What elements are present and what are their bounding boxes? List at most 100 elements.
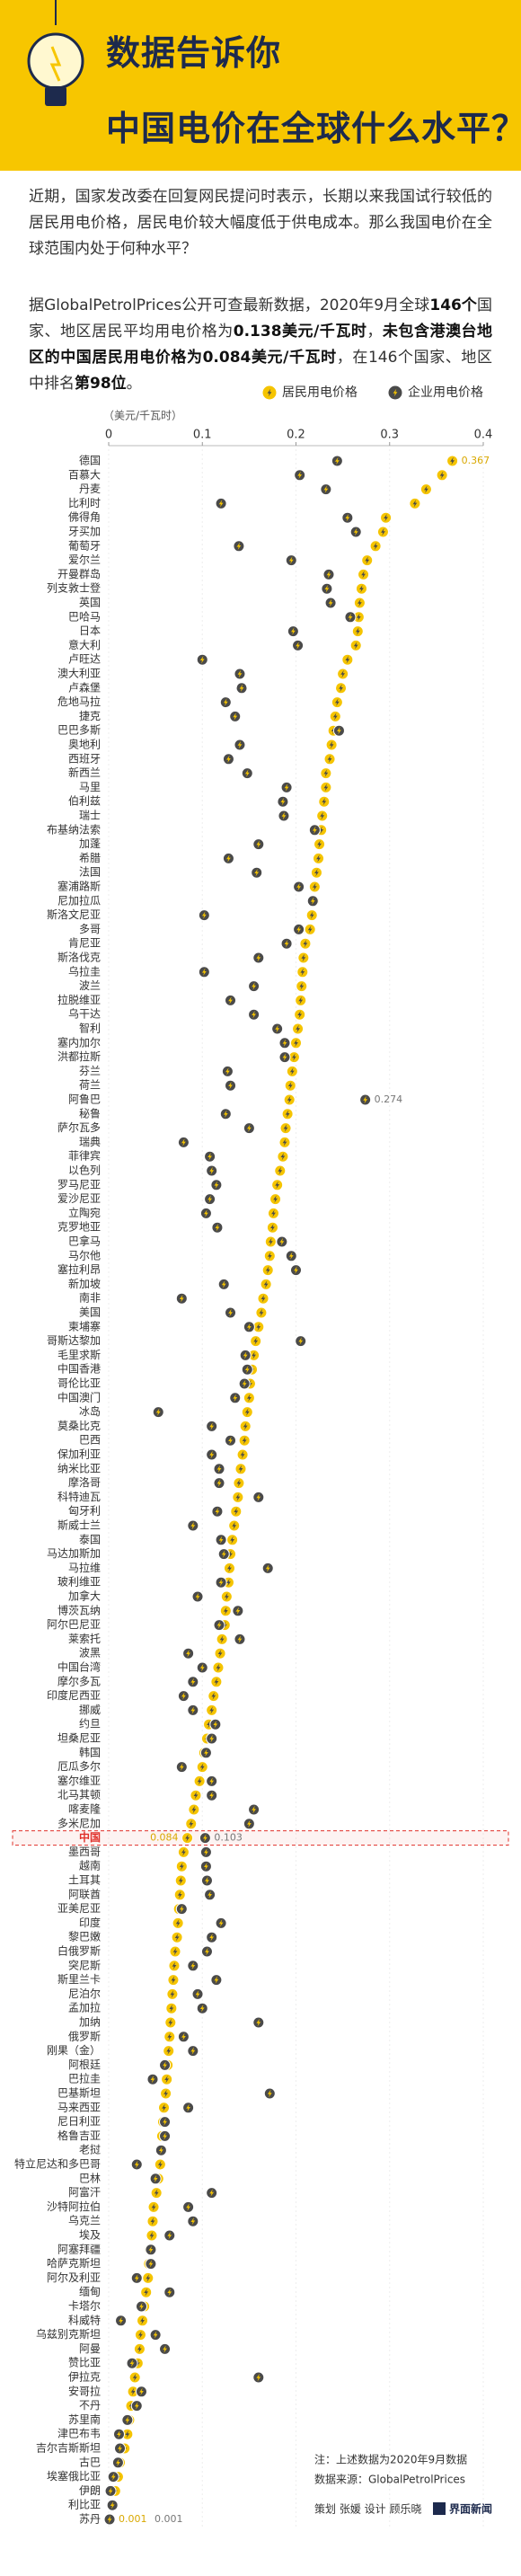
bolt-icon (297, 471, 303, 479)
business-dot (145, 2258, 157, 2271)
bolt-icon (309, 911, 314, 919)
business-dot (225, 994, 237, 1006)
category-label: 印度 (79, 1916, 101, 1929)
bolt-icon (199, 1763, 205, 1771)
residential-dot (255, 1306, 268, 1319)
bolt-icon (278, 1166, 283, 1175)
residential-dot (173, 1889, 186, 1901)
business-dot (187, 1519, 199, 1532)
category-label: 阿鲁巴 (68, 1093, 101, 1106)
category-label: 厄瓜多尔 (57, 1759, 101, 1773)
business-dot (252, 2371, 265, 2384)
bolt-icon (190, 1706, 196, 1714)
bolt-icon (328, 598, 333, 607)
bolt-icon (166, 2047, 172, 2055)
residential-dot (313, 852, 325, 864)
bolt-icon (150, 2217, 155, 2226)
business-dot (211, 1221, 224, 1234)
bolt-icon (256, 1493, 261, 1501)
source: 数据来源：GlobalPetrolPrices (314, 2473, 465, 2486)
residential-dot (164, 2016, 177, 2029)
bolt-icon (353, 642, 358, 650)
business-dot (206, 1420, 218, 1432)
bolt-icon (314, 869, 319, 877)
category-label: 爱沙尼亚 (57, 1192, 101, 1205)
residential-dot (128, 2371, 141, 2384)
category-label: 印度尼西亚 (47, 1688, 101, 1702)
bolt-icon (223, 698, 228, 706)
residential-dot (228, 1519, 241, 1532)
category-label: 乌克兰 (68, 2214, 101, 2227)
residential-dot (297, 952, 310, 964)
value-label: 0.367 (462, 455, 490, 466)
business-dot (146, 2073, 159, 2085)
bolt-icon (108, 2487, 113, 2495)
residential-dot (263, 1250, 276, 1262)
residential-dot (267, 1207, 279, 1219)
bolt-icon (226, 1579, 231, 1587)
bolt-icon (209, 1934, 215, 1942)
category-label: 马达加斯加 (47, 1547, 101, 1560)
business-dot (135, 2300, 147, 2313)
bolt-icon (224, 1592, 229, 1601)
business-dot (277, 795, 289, 808)
bolt-icon (297, 1011, 303, 1019)
bolt-icon (219, 1635, 225, 1643)
residential-dot (236, 1448, 249, 1461)
bolt-icon (202, 1834, 208, 1842)
business-dot (163, 2286, 176, 2298)
bolt-icon (290, 627, 296, 635)
residential-dot (210, 1676, 223, 1688)
bolt-icon (167, 2032, 172, 2040)
business-dot (290, 1264, 302, 1277)
category-label: 危地马拉 (57, 695, 101, 708)
bolt-icon (237, 1635, 243, 1643)
bolt-icon (323, 783, 329, 792)
category-label: 巴巴多斯 (57, 724, 101, 737)
category-label: 墨西哥 (68, 1846, 101, 1858)
category-label: 尼泊尔 (68, 1987, 101, 2000)
business-dot (159, 2129, 172, 2142)
category-label: 洪都拉斯 (57, 1049, 101, 1063)
bolt-icon (273, 1195, 278, 1203)
category-label: 意大利 (68, 638, 101, 651)
business-dot (175, 1292, 188, 1305)
bolt-icon (209, 1734, 215, 1743)
residential-dot (257, 1292, 269, 1305)
business-dot (222, 852, 234, 864)
residential-dot (269, 1193, 282, 1206)
residential-dot (134, 2329, 146, 2341)
bolt-icon (209, 1706, 215, 1714)
category-label: 塞浦路斯 (57, 880, 101, 893)
bolt-icon (246, 1124, 252, 1132)
bolt-icon (149, 2231, 155, 2240)
bolt-icon (218, 1919, 224, 1927)
residential-dot (172, 1917, 184, 1929)
business-dot (219, 696, 232, 709)
category-label: 中国澳门 (57, 1390, 101, 1403)
bolt-icon (353, 527, 358, 536)
category-label: 以色列 (68, 1164, 101, 1177)
bolt-icon (270, 1224, 275, 1232)
residential-dot (318, 795, 331, 808)
business-dot (252, 838, 265, 851)
residential-dot (226, 1534, 239, 1546)
business-dot (187, 1704, 199, 1716)
category-label: 匈牙利 (68, 1505, 101, 1518)
bolt-icon (209, 1777, 215, 1785)
residential-dot (146, 2229, 158, 2242)
business-dot (213, 1463, 225, 1475)
bolt-icon (228, 1550, 233, 1558)
business-dot (175, 1761, 188, 1774)
business-dot (152, 1406, 164, 1419)
category-label: 阿尔及利亚 (47, 2271, 101, 2284)
bolt-icon (158, 2147, 163, 2155)
bolt-icon (296, 925, 302, 934)
residential-dot (349, 639, 362, 651)
credits: 策划 张媛 设计 顾乐晓 (314, 2503, 421, 2516)
category-label: 科威特 (68, 2313, 101, 2326)
title-line: 数据告诉你 (106, 33, 282, 73)
business-dot (324, 597, 337, 609)
business-dot (159, 2116, 172, 2129)
residential-dot (146, 2215, 159, 2227)
